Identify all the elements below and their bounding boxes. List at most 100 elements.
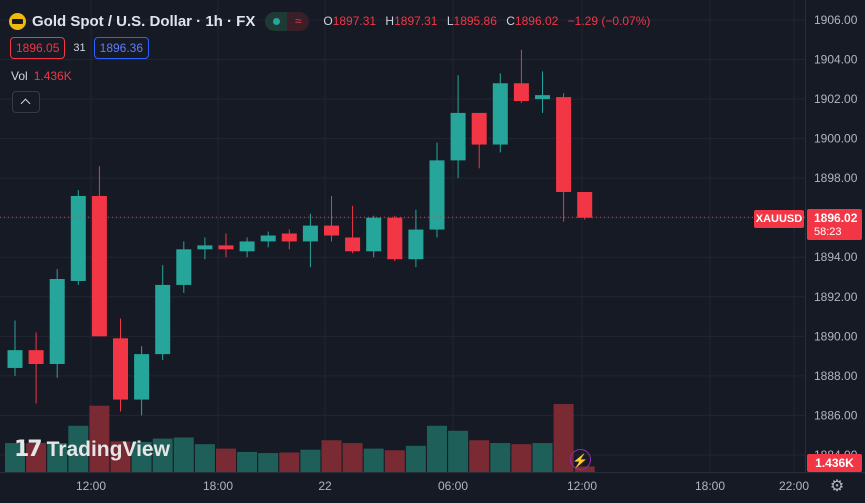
volume-bar <box>553 404 574 472</box>
candle-body <box>260 235 276 242</box>
candle-body <box>134 354 150 400</box>
candle-body <box>324 225 339 236</box>
volume-bar <box>490 443 511 472</box>
candle-body <box>239 241 255 252</box>
volume-bar <box>342 443 363 472</box>
candle-body <box>155 284 171 355</box>
time-tick-label: 12:00 <box>76 479 106 493</box>
candle-body <box>302 225 318 242</box>
lightning-icon[interactable]: ⚡ <box>570 449 591 470</box>
candle-body <box>91 195 107 337</box>
volume-bar <box>152 438 173 472</box>
price-tick-label: 1888.00 <box>814 369 858 383</box>
volume-bar <box>237 451 258 472</box>
volume-bar <box>26 443 47 472</box>
volume-bar <box>194 444 215 472</box>
time-tick-label: 22:00 <box>779 479 809 493</box>
tradingview-logo-text: TradingView <box>46 437 170 461</box>
candle-body <box>408 229 424 260</box>
candle-body <box>281 233 297 242</box>
candle-body <box>556 97 572 192</box>
market-status-badges[interactable]: ≈ <box>265 11 310 31</box>
volume-value: 1.436K <box>33 69 72 83</box>
candle-body <box>218 245 234 250</box>
price-tick-label: 1900.00 <box>814 132 858 146</box>
candle-body <box>345 237 361 252</box>
data-delay-icon[interactable]: ≈ <box>287 11 310 31</box>
price-tick-label: 1890.00 <box>814 329 858 343</box>
candle-body <box>197 245 213 250</box>
volume-bar <box>68 425 89 472</box>
candle-body <box>7 350 23 368</box>
candle-body <box>492 83 508 145</box>
price-tick-label: 1904.00 <box>814 53 858 67</box>
volume-bar <box>532 443 553 472</box>
candle-body <box>28 350 44 364</box>
symbol-title[interactable]: Gold Spot / U.S. Dollar · 1h · FX <box>32 12 256 30</box>
buy-price-button[interactable]: 1896.36 <box>93 37 150 59</box>
last-price-tag: 1896.02 58:23 <box>807 209 862 240</box>
volume-bar <box>5 443 25 472</box>
candle-body <box>513 83 529 102</box>
trade-buttons-row: 1896.05 31 1896.36 <box>10 37 150 59</box>
price-tick-label: 1894.00 <box>814 250 858 264</box>
time-tick-label: 06:00 <box>438 479 468 493</box>
candles <box>7 49 593 416</box>
price-tick-label: 1906.00 <box>814 13 858 27</box>
last-price-value: 1896.02 <box>814 211 858 225</box>
price-tick-label: 1902.00 <box>814 92 858 106</box>
price-tick-label: 1892.00 <box>814 290 858 304</box>
volume-bar <box>511 444 532 472</box>
symbol-price-tag: XAUUSD <box>754 210 804 228</box>
candle-body <box>113 338 128 400</box>
volume-bar <box>131 441 152 472</box>
volume-bar <box>279 452 300 472</box>
open-value: 1897.31 <box>332 14 377 28</box>
collapse-legend-button[interactable] <box>12 91 40 113</box>
gold-symbol-icon <box>9 12 26 30</box>
market-open-icon[interactable] <box>265 11 288 31</box>
spread-value: 31 <box>73 42 86 54</box>
tradingview-logo[interactable]: 17 TradingView <box>14 437 170 462</box>
volume-legend[interactable]: Vol 1.436K <box>11 69 72 83</box>
volume-bar <box>47 443 68 472</box>
volume-bar <box>427 425 447 472</box>
chart-legend-header: Gold Spot / U.S. Dollar · 1h · FX ≈ O189… <box>9 10 650 32</box>
high-value: 1897.31 <box>394 14 438 28</box>
volume-bar <box>405 445 426 472</box>
gear-icon[interactable]: ⚙ <box>829 478 845 495</box>
volume-bar <box>321 440 342 472</box>
time-tick-label: 22 <box>318 479 332 493</box>
volume-bar <box>448 430 469 472</box>
bar-countdown: 58:23 <box>814 226 842 238</box>
candle-body <box>49 278 65 364</box>
tradingview-logo-icon: 17 <box>14 437 43 462</box>
price-tick-label: 1898.00 <box>814 171 858 185</box>
volume-bar <box>258 453 279 472</box>
candle-body <box>387 217 403 260</box>
candle-body <box>176 249 192 285</box>
sell-price-button[interactable]: 1896.05 <box>10 37 66 59</box>
price-tick-label: 1886.00 <box>814 408 858 422</box>
volume-bar <box>469 440 490 472</box>
volume-bar <box>89 405 110 472</box>
candle-body <box>366 217 382 252</box>
volume-bar <box>216 448 236 472</box>
volume-bar <box>173 437 194 472</box>
candle-body <box>577 191 593 218</box>
volume-label: Vol <box>11 69 28 83</box>
time-tick-label: 18:00 <box>203 479 233 493</box>
time-tick-label: 18:00 <box>695 479 725 493</box>
volume-bars <box>5 404 595 472</box>
candle-body <box>471 112 487 145</box>
change-value: −1.29 (−0.07%) <box>567 14 651 28</box>
candle-body <box>535 95 550 100</box>
candle-body <box>450 112 466 161</box>
volume-bar <box>300 449 321 472</box>
volume-bar <box>384 450 405 472</box>
candle-body <box>70 195 86 281</box>
volume-bar <box>110 441 131 472</box>
candle-body <box>429 160 445 230</box>
volume-bar <box>363 448 384 472</box>
